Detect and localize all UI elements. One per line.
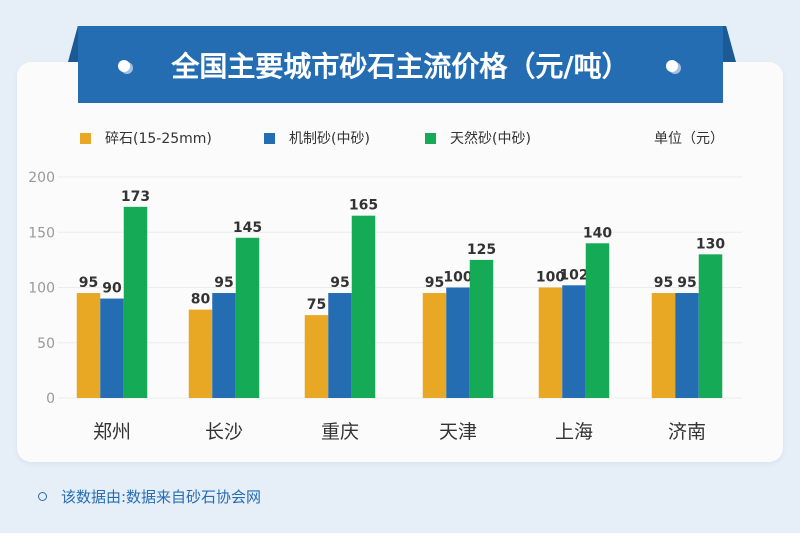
bar [235, 237, 260, 398]
chart-title: 全国主要城市砂石主流价格（元/吨） [78, 26, 723, 103]
legend-swatch [425, 132, 436, 144]
data-label: 145 [233, 220, 262, 236]
bar [469, 259, 494, 398]
x-tick-label: 济南 [668, 421, 706, 443]
bar [446, 287, 470, 398]
bar [100, 298, 124, 398]
bar [76, 293, 101, 398]
data-label: 173 [121, 189, 150, 205]
data-label: 165 [349, 198, 378, 214]
data-label: 75 [307, 297, 326, 313]
y-tick-label: 50 [37, 336, 55, 352]
data-label: 80 [191, 292, 211, 308]
data-label: 100 [536, 270, 565, 286]
x-tick-label: 上海 [555, 421, 593, 443]
bar [651, 293, 676, 398]
unit-label: 单位（元） [654, 131, 724, 147]
data-label: 125 [467, 242, 496, 258]
bar [304, 315, 329, 398]
data-label: 95 [214, 275, 233, 291]
bar [123, 206, 148, 398]
legend-swatch [80, 132, 91, 144]
bar [675, 293, 699, 398]
y-tick-label: 200 [28, 170, 55, 186]
legend-item-1: 机制砂(中砂) [264, 128, 370, 148]
data-label: 95 [330, 275, 349, 291]
data-label: 95 [654, 275, 673, 291]
bar [538, 287, 563, 398]
title-dot-left [118, 60, 130, 72]
legend-label: 天然砂(中砂) [450, 131, 531, 147]
legend-label: 碎石(15-25mm) [105, 131, 212, 147]
y-tick-label: 100 [28, 281, 55, 297]
data-label: 95 [79, 275, 98, 291]
data-label: 95 [677, 275, 696, 291]
x-tick-label: 长沙 [205, 421, 243, 443]
data-label: 140 [583, 225, 612, 241]
bar [585, 243, 610, 398]
bar [188, 309, 213, 398]
data-label: 90 [102, 281, 122, 297]
bar [422, 293, 447, 398]
data-label: 100 [443, 270, 472, 286]
legend-item-2: 天然砂(中砂) [425, 128, 531, 148]
bar [212, 293, 236, 398]
title-dot-right [666, 60, 678, 72]
legend-swatch [264, 132, 275, 144]
x-tick-label: 天津 [439, 421, 477, 443]
data-label: 130 [696, 236, 725, 252]
x-tick-label: 郑州 [93, 421, 131, 443]
y-tick-label: 150 [28, 225, 55, 241]
source-note: 该数据由:数据来自砂石协会网 [38, 486, 261, 507]
legend-label: 机制砂(中砂) [289, 131, 370, 147]
bar [328, 293, 352, 398]
data-label: 95 [425, 275, 444, 291]
bar [351, 215, 376, 398]
x-tick-label: 重庆 [321, 421, 359, 443]
source-text: 该数据由:数据来自砂石协会网 [61, 488, 262, 506]
bar [562, 285, 586, 398]
y-tick-label: 0 [46, 391, 55, 407]
circle-icon [38, 492, 47, 501]
legend-item-0: 碎石(15-25mm) [80, 128, 212, 148]
data-label: 102 [559, 267, 588, 283]
bar [698, 254, 723, 398]
